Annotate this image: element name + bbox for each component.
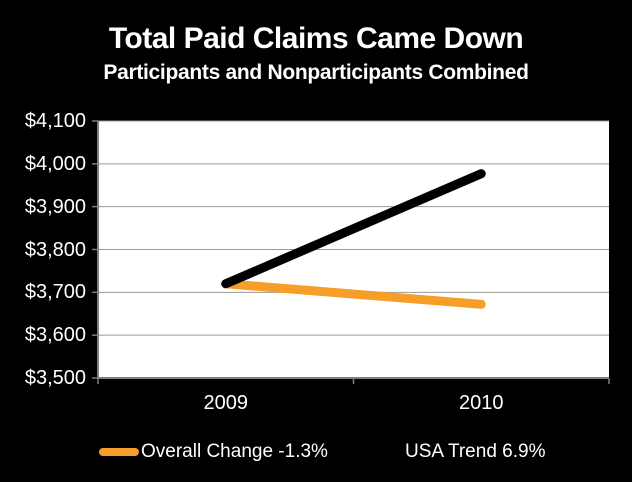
legend-label-overall-change: Overall Change -1.3%: [141, 441, 328, 462]
x-axis-tick-label: 2010: [459, 392, 504, 414]
chart-subtitle: Participants and Nonparticipants Combine…: [103, 61, 529, 84]
legend-usa-trend: USA Trend 6.9%: [363, 441, 545, 463]
legend-overall-change: Overall Change -1.3%: [99, 441, 328, 463]
chart-title: Total Paid Claims Came Down: [108, 22, 524, 55]
legend-label-usa-trend: USA Trend 6.9%: [405, 441, 546, 462]
x-axis-tick-label: 2009: [203, 392, 249, 414]
y-axis-tick-label: $4,100: [24, 110, 86, 132]
y-axis-tick-label: $3,500: [24, 367, 86, 389]
y-axis-tick-label: $3,900: [24, 195, 86, 218]
legend-swatch-overall-change: [99, 448, 139, 456]
y-axis-tick-label: $3,700: [24, 281, 86, 304]
y-axis-tick-label: $3,600: [24, 324, 86, 347]
y-axis-tick-label: $4,000: [24, 152, 86, 175]
series-usa-trend-line: [221, 169, 486, 289]
series-overall-change-line: [221, 279, 486, 309]
y-axis-tick-label: $3,800: [24, 238, 86, 261]
legend-swatch-usa-trend: [363, 448, 403, 456]
axes: [92, 120, 610, 384]
